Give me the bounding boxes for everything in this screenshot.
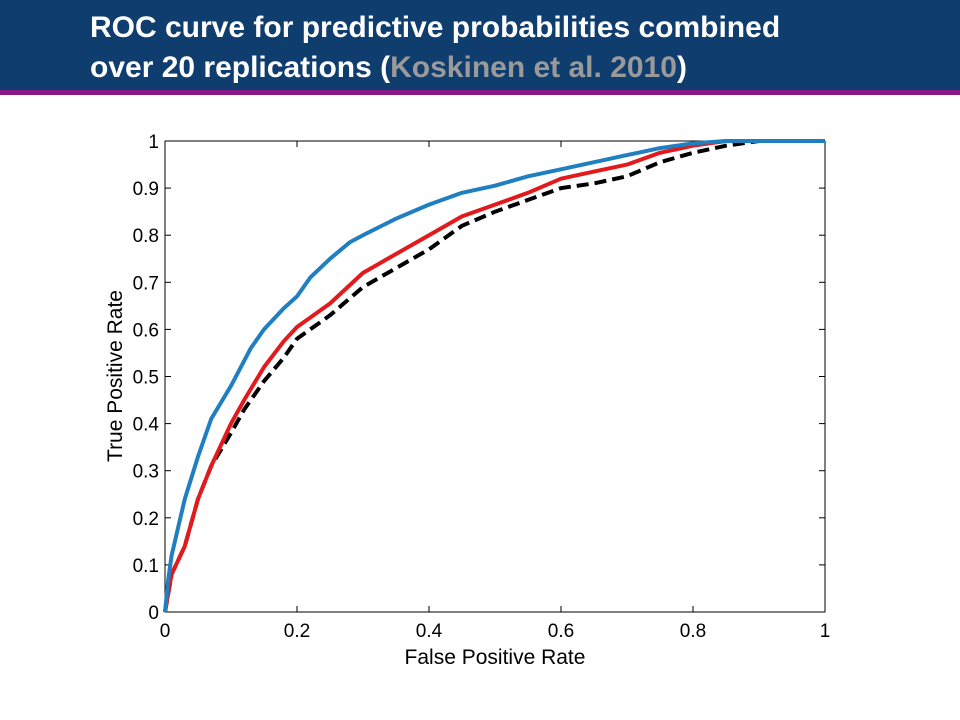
x-axis-label: False Positive Rate (405, 646, 586, 669)
citation-link[interactable]: Koskinen et al. 2010 (390, 51, 677, 84)
x-tick-label: 0.6 (548, 621, 574, 642)
y-tick-label: 0.6 (133, 320, 159, 341)
y-tick-label: 1 (148, 132, 159, 153)
title-line-2-text: over 20 replications ( (90, 51, 391, 84)
y-tick-label: 0.7 (133, 273, 159, 294)
header-divider (0, 90, 960, 95)
y-tick-label: 0.2 (133, 509, 159, 530)
x-tick-label: 0.4 (416, 621, 443, 642)
y-tick-label: 0.5 (133, 368, 159, 389)
title-line-1: ROC curve for predictive probabilities c… (90, 11, 781, 44)
slide-title: ROC curve for predictive probabilities c… (90, 8, 950, 88)
slide-header (0, 0, 960, 90)
axis-ticks: 0 0.2 0.4 0.6 0.8 1 0 0.1 0.2 0.3 0.4 0.5 0.6 0.7 0.8 0… (133, 132, 831, 642)
y-tick-label: 0 (148, 603, 159, 624)
roc-series-red-line (163, 139, 825, 613)
x-tick-label: 0.8 (680, 621, 706, 642)
title-line-2: over 20 replications (Koskinen et al. 20… (90, 48, 950, 88)
x-tick-label: 0.2 (284, 621, 310, 642)
y-tick-label: 0.9 (133, 179, 159, 200)
y-tick-label: 0.1 (133, 556, 159, 577)
y-tick-label: 0.4 (133, 415, 160, 436)
x-tick-label: 1 (820, 621, 831, 642)
x-tick-label: 0 (160, 621, 171, 642)
y-tick-label: 0.8 (133, 226, 159, 247)
y-tick-label: 0.3 (133, 462, 159, 483)
plot-area (164, 140, 826, 613)
title-line-2-close: ) (676, 51, 687, 84)
y-axis-label: True Positive Rate (104, 290, 127, 462)
series-layer (163, 139, 825, 613)
roc-series-blue-line (163, 139, 825, 613)
